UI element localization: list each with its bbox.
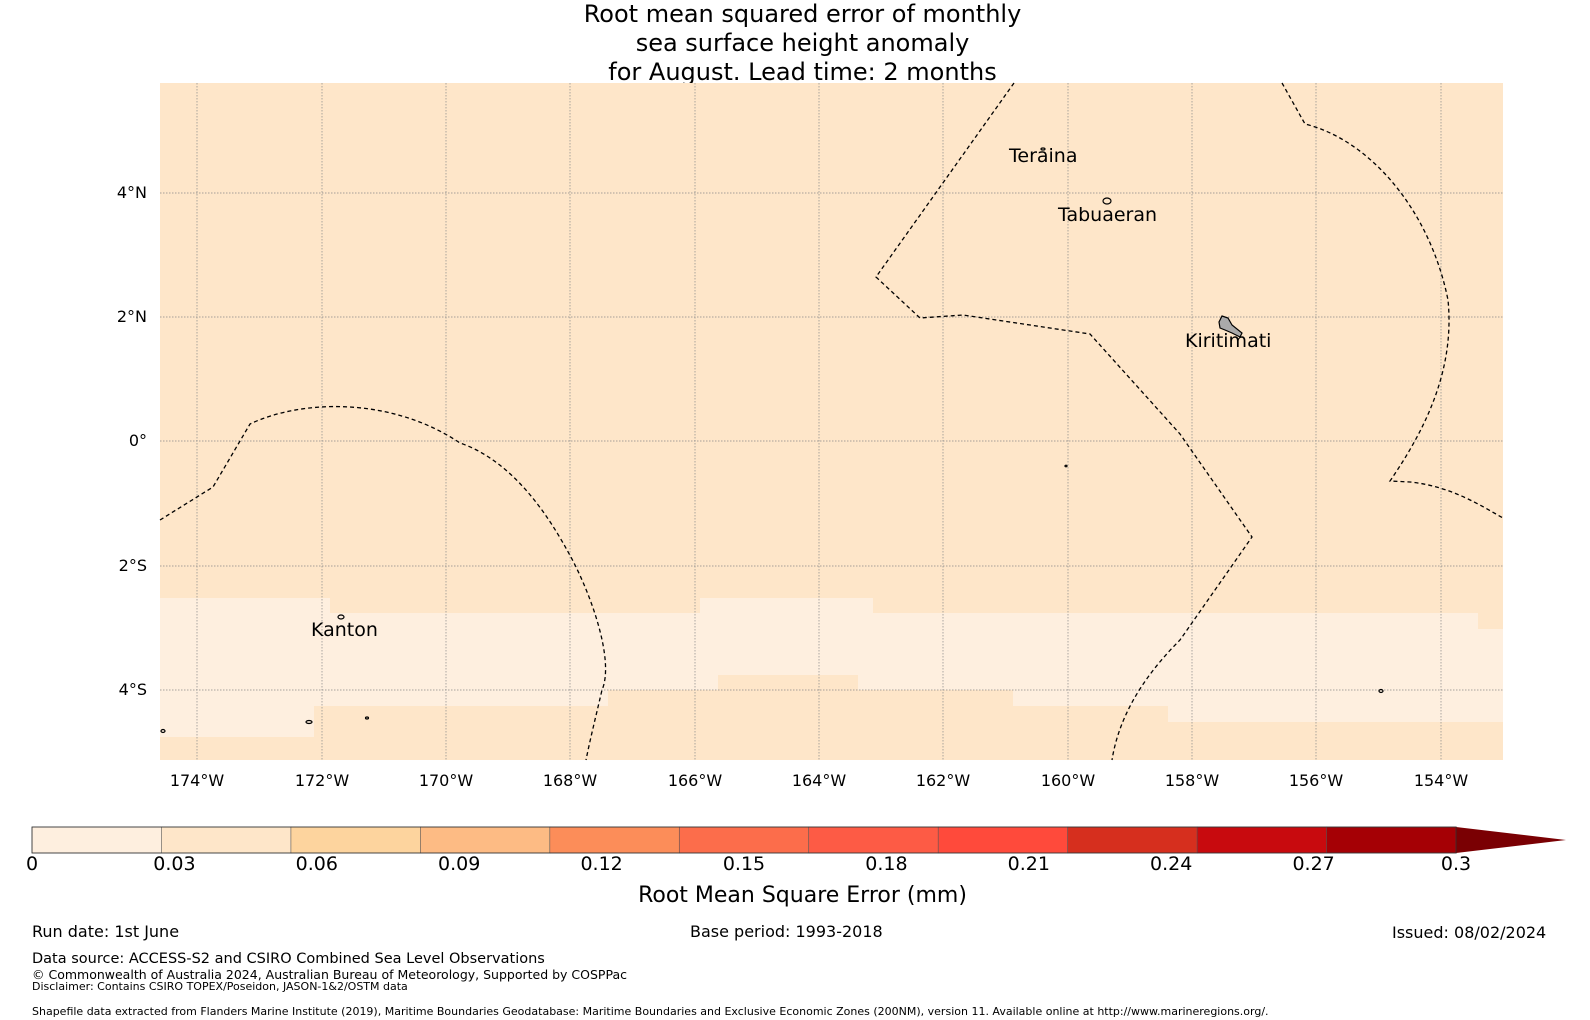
colorbar-segment <box>1326 826 1457 854</box>
colorbar-tick: 0.21 <box>1007 853 1050 875</box>
data-source: Data source: ACCESS-S2 and CSIRO Combine… <box>32 951 545 967</box>
eez-boundaries <box>159 82 1504 761</box>
colorbar-segment <box>290 826 422 854</box>
lon-label: 174°W <box>169 771 225 790</box>
colorbar-tick: 0.06 <box>295 853 338 875</box>
base-period: Base period: 1993-2018 <box>690 922 883 941</box>
colorbar-tick: 0.24 <box>1150 853 1193 875</box>
lat-label-4n: 4°N <box>116 183 147 202</box>
lon-label: 164°W <box>791 771 847 790</box>
colorbar-tick: 0.18 <box>865 853 908 875</box>
place-label-kiritimati: Kiritimati <box>1185 330 1272 352</box>
kanton-island <box>337 614 345 620</box>
map-title: Root mean squared error of monthly sea s… <box>0 0 1590 87</box>
small-island-2 <box>364 716 370 720</box>
colorbar-label: Root Mean Square Error (mm) <box>638 883 967 908</box>
lon-label: 172°W <box>294 771 350 790</box>
small-island-4 <box>160 728 166 734</box>
lat-label-4s: 4°S <box>118 680 147 699</box>
colorbar-outline <box>31 826 1457 854</box>
grid-lines <box>160 83 1503 760</box>
colorbar-segment <box>937 826 1069 854</box>
tabuaeran-island <box>1102 197 1112 205</box>
colorbar-tick: 0.27 <box>1292 853 1335 875</box>
colorbar-extend-arrow <box>1456 827 1566 853</box>
disclaimer: Disclaimer: Contains CSIRO TOPEX/Poseido… <box>32 980 408 993</box>
title-line-3: for August. Lead time: 2 months <box>608 58 997 86</box>
small-island-5 <box>1064 464 1068 468</box>
colorbar <box>31 826 1566 854</box>
islands <box>160 147 1384 734</box>
colorbar-segment <box>161 826 292 854</box>
place-label-tabuaeran: Tabuaeran <box>1058 204 1158 226</box>
lon-label: 168°W <box>542 771 598 790</box>
colorbar-tick: 0.12 <box>580 853 623 875</box>
colorbar-segment <box>678 826 810 854</box>
colorbar-segment <box>31 826 163 854</box>
colorbar-segment <box>420 826 551 854</box>
lon-label: 154°W <box>1413 771 1469 790</box>
colorbar-tick: 0.03 <box>153 853 196 875</box>
lon-label: 162°W <box>915 771 971 790</box>
teraina-island <box>1040 147 1046 151</box>
copyright: © Commonwealth of Australia 2024, Austra… <box>32 967 627 982</box>
lon-label: 160°W <box>1040 771 1096 790</box>
title-line-1: Root mean squared error of monthly <box>583 0 1022 28</box>
colorbar-segment <box>1067 826 1198 854</box>
lat-label-2s: 2°S <box>118 556 147 575</box>
eez-phoenix <box>159 405 607 761</box>
eez-line-islands-east <box>1281 82 1504 519</box>
lat-label-0: 0° <box>128 431 147 450</box>
eez-line-islands-north <box>875 82 1253 761</box>
low-rmse-patches <box>160 598 1503 737</box>
shapefile-credit: Shapefile data extracted from Flanders M… <box>32 1005 1269 1018</box>
colorbar-tick: 0 <box>25 853 39 875</box>
kiritimati-island <box>1218 315 1243 338</box>
lon-label: 166°W <box>667 771 723 790</box>
place-label-kanton: Kanton <box>311 619 378 641</box>
colorbar-segment <box>1196 826 1328 854</box>
place-label-teraina: Teraina <box>1009 145 1078 167</box>
lat-label-2n: 2°N <box>116 307 147 326</box>
lon-label: 158°W <box>1164 771 1220 790</box>
small-island-3 <box>1378 688 1384 694</box>
title-line-2: sea surface height anomaly <box>635 29 970 57</box>
colorbar-segment <box>549 826 681 854</box>
colorbar-segment <box>808 826 939 854</box>
colorbar-tick: 0.3 <box>1440 853 1472 875</box>
small-island-1 <box>305 719 313 725</box>
lon-label: 156°W <box>1288 771 1344 790</box>
colorbar-tick: 0.09 <box>438 853 481 875</box>
lon-label: 170°W <box>418 771 474 790</box>
issued-date: Issued: 08/02/2024 <box>1392 923 1547 942</box>
colorbar-tick: 0.15 <box>722 853 766 875</box>
run-date: Run date: 1st June <box>32 922 180 941</box>
